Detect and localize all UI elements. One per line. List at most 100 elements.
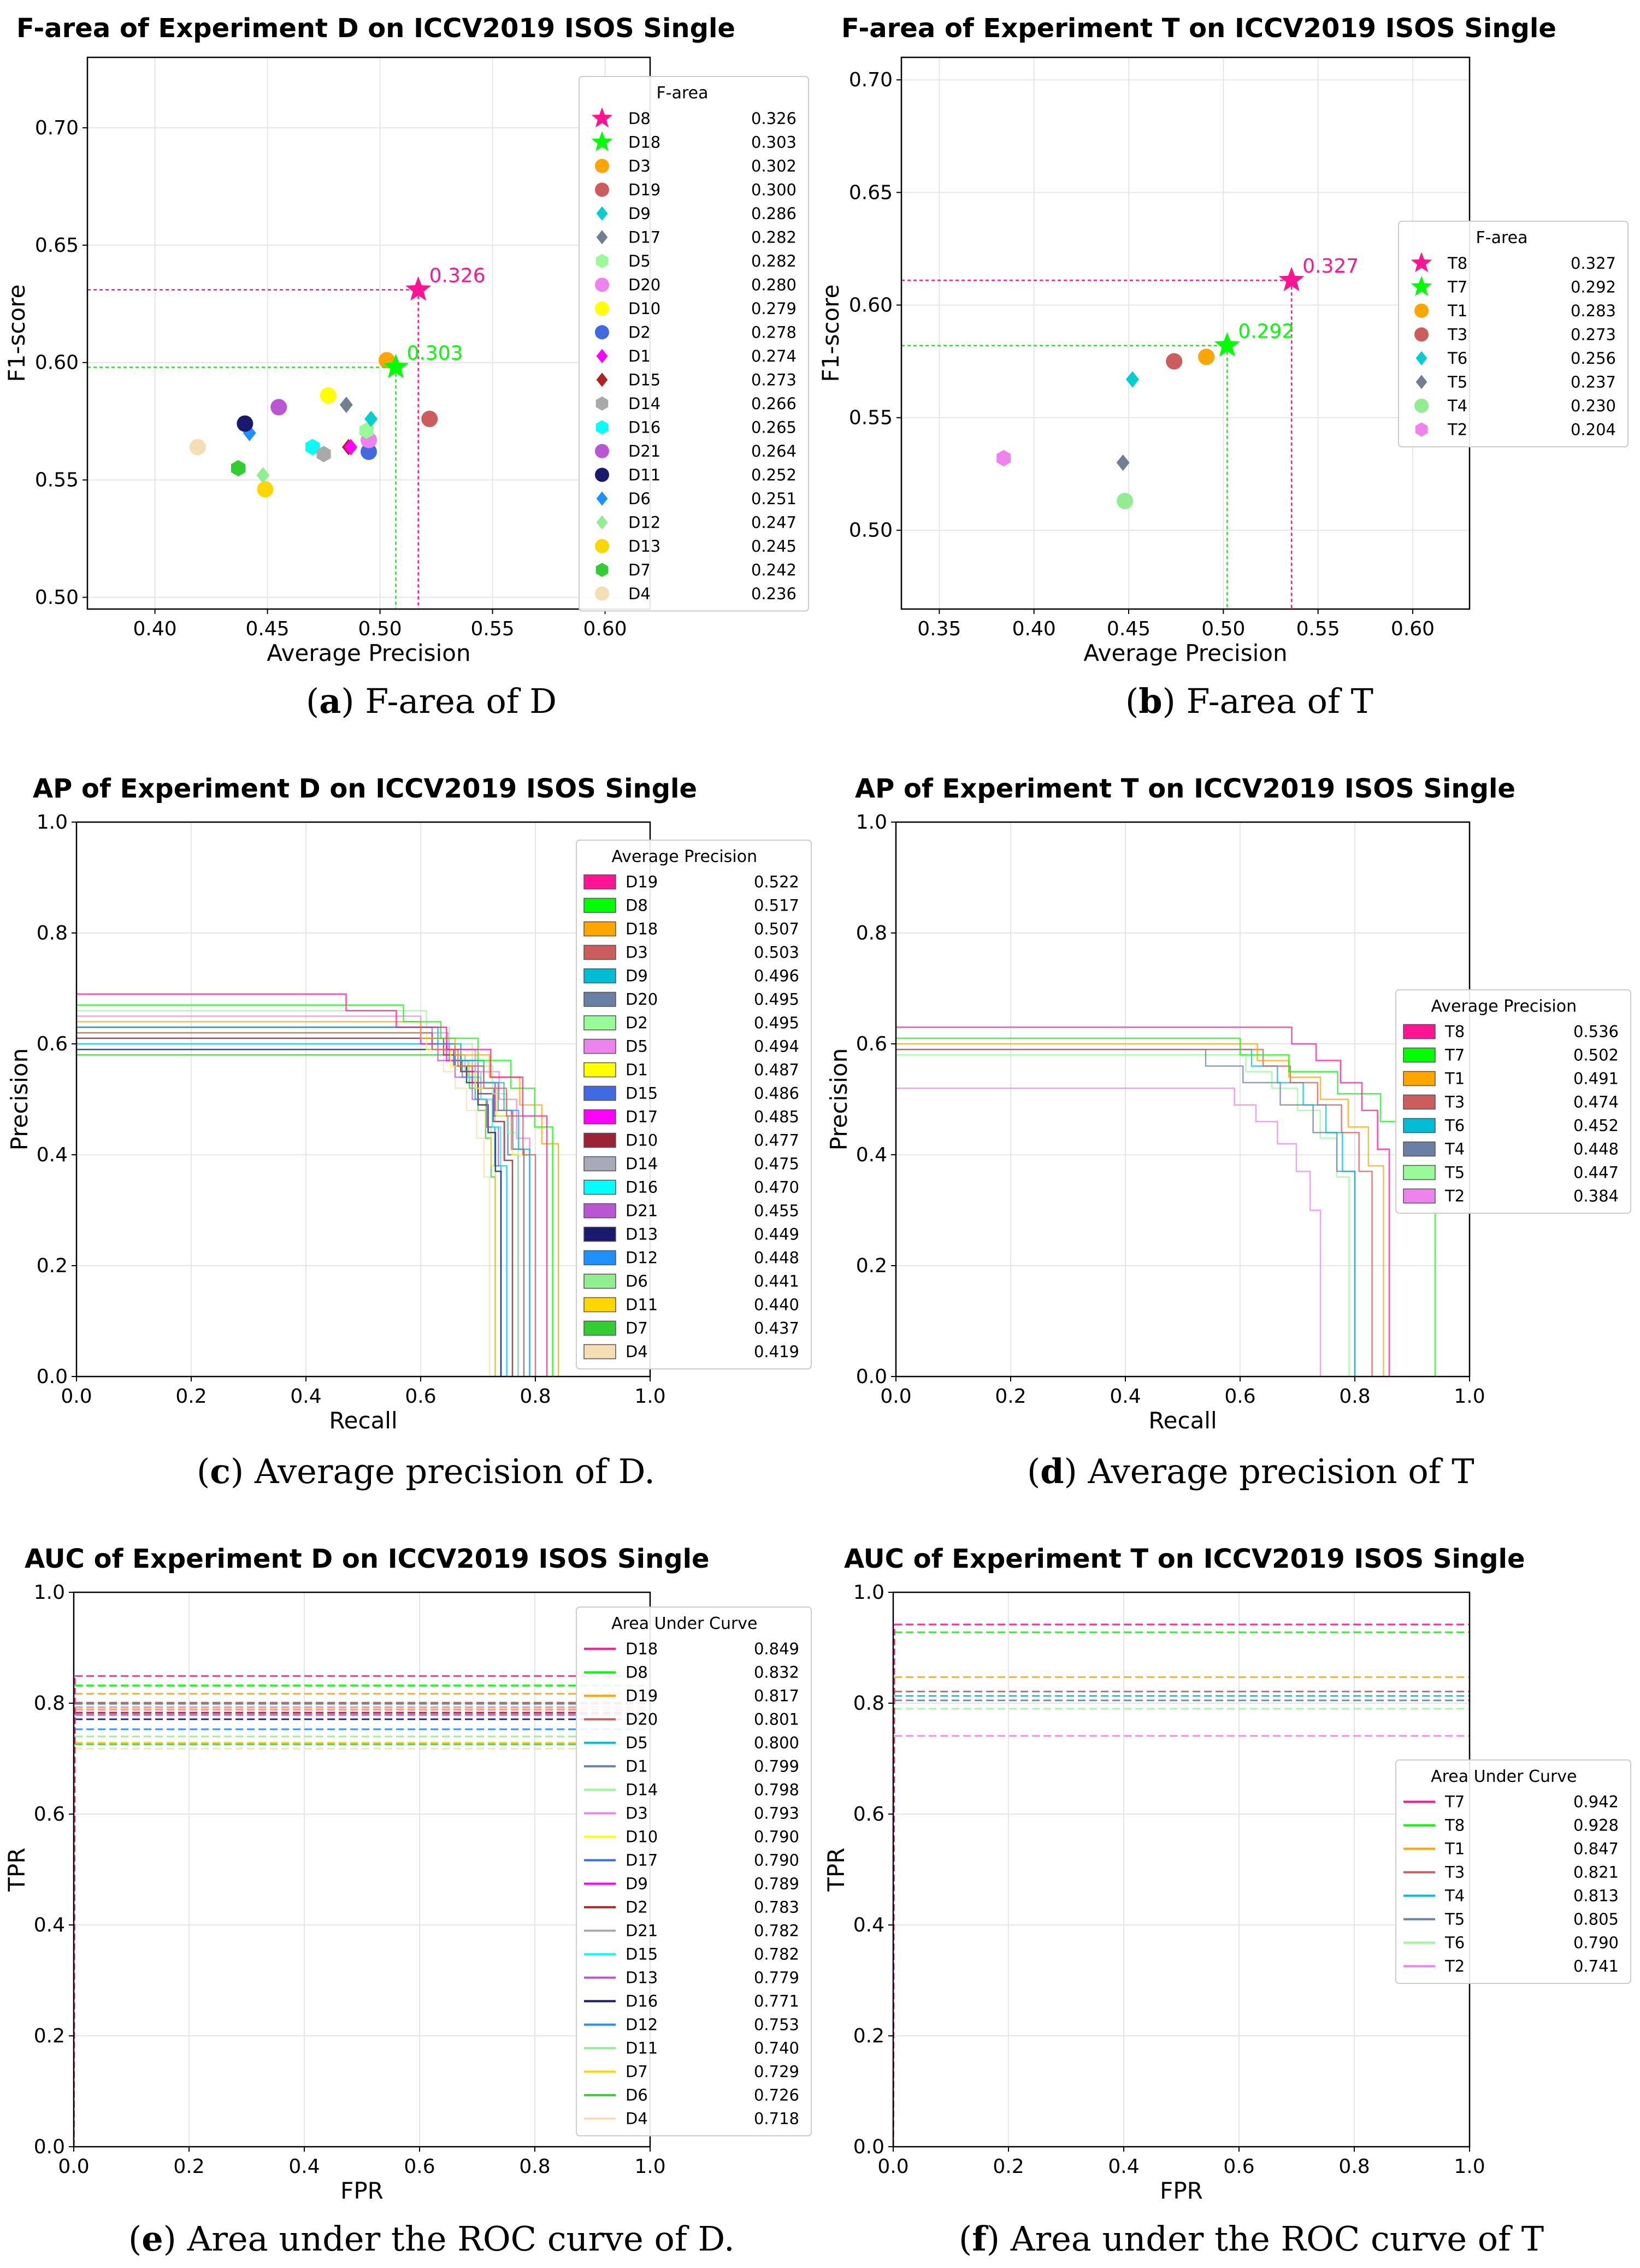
legend-label-D14: D14 <box>626 1781 658 1799</box>
legend-label-D18: D18 <box>628 133 660 151</box>
legend-label-D4: D4 <box>626 2110 648 2128</box>
legend: Area Under Curve D18 0.849 D8 0.832 D19 0.817 D… <box>576 1606 812 2136</box>
legend-label-D5: D5 <box>626 1734 648 1752</box>
data-point-D12 <box>256 467 270 484</box>
data-point-D16 <box>305 439 320 456</box>
x-axis-label: Average Precision <box>1083 640 1287 666</box>
legend-label-D10: D10 <box>628 299 660 318</box>
x-tick-label: 0.55 <box>1296 618 1340 640</box>
plot-data <box>76 993 559 1377</box>
legend-value-D9: 0.789 <box>754 1875 799 1893</box>
legend-value-T1: 0.283 <box>1571 302 1616 320</box>
x-axis-label: Recall <box>1148 1407 1217 1434</box>
legend-value-T7: 0.292 <box>1571 277 1616 296</box>
legend-label-D7: D7 <box>626 2063 648 2081</box>
chart-title: F-area of Experiment D on ICCV2019 ISOS … <box>16 13 735 44</box>
legend-label-D16: D16 <box>628 418 660 436</box>
legend-value-D14: 0.475 <box>754 1155 799 1173</box>
legend-value-D7: 0.437 <box>754 1319 799 1338</box>
legend-marker-D8 <box>591 107 613 128</box>
legend-value-T3: 0.474 <box>1573 1093 1619 1112</box>
pr-curve-D18 <box>76 1021 559 1377</box>
legend-value-T2: 0.384 <box>1573 1187 1619 1206</box>
legend-value-T3: 0.821 <box>1573 1863 1619 1882</box>
pr-curve-D21 <box>76 1043 508 1377</box>
y-tick-label: 0.0 <box>856 1366 887 1388</box>
legend-value-D11: 0.440 <box>754 1296 799 1314</box>
legend-label-D5: D5 <box>626 1037 648 1056</box>
legend-value-D14: 0.266 <box>751 394 797 413</box>
legend-value-T8: 0.536 <box>1573 1023 1619 1041</box>
legend-value-D3: 0.793 <box>754 1804 799 1823</box>
caption-label-close: ) <box>987 2219 1011 2259</box>
y-tick-label: 1.0 <box>37 811 68 834</box>
x-tick-label: 0.40 <box>1012 618 1056 640</box>
y-tick-label: 0.70 <box>35 117 79 139</box>
legend-marker-T7 <box>1411 275 1432 296</box>
x-tick-label: 0.0 <box>58 2155 89 2178</box>
y-tick-label: 0.50 <box>849 519 893 542</box>
legend-label-T1: T1 <box>1444 1840 1465 1858</box>
legend-box <box>1395 1759 1631 1984</box>
pr-curve-T1 <box>896 1043 1384 1377</box>
x-tick-label: 0.4 <box>290 1385 321 1408</box>
legend-box <box>576 1606 812 2136</box>
x-tick-label: 0.4 <box>288 2155 320 2178</box>
legend-label-D19: D19 <box>626 873 658 891</box>
y-tick-label: 0.0 <box>34 2136 65 2158</box>
legend-label-D10: D10 <box>626 1828 658 1846</box>
legend-label-T2: T2 <box>1444 1957 1465 1976</box>
caption-letter: f <box>972 2219 988 2259</box>
legend-label-D17: D17 <box>626 1851 658 1870</box>
legend-value-D7: 0.242 <box>751 560 797 579</box>
legend-label-T4: T4 <box>1447 397 1467 415</box>
legend-label-D1: D1 <box>626 1061 648 1079</box>
chart-title: AUC of Experiment D on ICCV2019 ISOS Sin… <box>25 1544 710 1574</box>
legend-label-T3: T3 <box>1444 1863 1465 1882</box>
legend-value-T8: 0.327 <box>1571 254 1616 273</box>
legend-value-T1: 0.847 <box>1573 1840 1619 1858</box>
plot-data <box>896 1026 1436 1377</box>
legend-value-D13: 0.779 <box>754 1969 799 1987</box>
legend-value-D17: 0.485 <box>754 1108 799 1126</box>
caption-letter: c <box>210 1451 231 1491</box>
legend-value-T6: 0.256 <box>1571 349 1616 368</box>
captions: (a) F-area of D (b) F-area of T(c) Averag… <box>128 681 1544 2259</box>
x-axis-label: Average Precision <box>267 640 470 666</box>
x-tick-label: 1.0 <box>1454 2155 1485 2178</box>
x-tick-label: 0.6 <box>404 2155 435 2178</box>
legend-marker-D10 <box>595 301 609 316</box>
caption-letter: d <box>1040 1451 1064 1491</box>
y-tick-label: 1.0 <box>34 1581 65 1604</box>
legend-value-D3: 0.503 <box>754 943 799 962</box>
charts: F-area of Experiment D on ICCV2019 ISOS … <box>3 13 1631 2204</box>
x-tick-label: 0.8 <box>520 1385 551 1408</box>
y-tick-label: 0.6 <box>37 1033 68 1055</box>
legend-label-D21: D21 <box>626 1922 658 1940</box>
legend-swatch-D21 <box>583 1203 616 1219</box>
pr-curve-T3 <box>896 1048 1373 1377</box>
data-point-D1 <box>344 439 358 456</box>
legend-label-T1: T1 <box>1447 302 1467 320</box>
legend-value-D12: 0.753 <box>754 2016 799 2034</box>
legend-value-D20: 0.495 <box>754 990 799 1009</box>
legend: F-area T8 0.327 T7 0.292 T1 0.283 T3 0.273 T6 0.25… <box>1398 221 1629 447</box>
legend-label-T7: T7 <box>1447 277 1467 296</box>
legend-swatch-D3 <box>583 944 616 960</box>
legend-value-D13: 0.245 <box>751 537 797 556</box>
legend-label-T6: T6 <box>1444 1117 1465 1135</box>
legend-value-D9: 0.286 <box>751 204 797 223</box>
legend-value-D12: 0.448 <box>754 1249 799 1267</box>
pr-curve-D3 <box>76 1032 536 1377</box>
x-tick-label: 0.6 <box>405 1385 436 1408</box>
legend-value-D3: 0.302 <box>751 157 797 175</box>
legend-marker-T6 <box>1415 351 1427 365</box>
legend-swatch-D10 <box>583 1132 616 1148</box>
legend-value-D16: 0.265 <box>751 418 797 436</box>
legend-label-D6: D6 <box>628 489 651 508</box>
caption-text: F-area of T <box>1186 681 1373 721</box>
x-tick-label: 0.2 <box>175 1385 207 1408</box>
x-tick-label: 0.2 <box>993 2155 1024 2178</box>
legend-label-D20: D20 <box>628 275 660 294</box>
legend-value-D11: 0.740 <box>754 2039 799 2058</box>
